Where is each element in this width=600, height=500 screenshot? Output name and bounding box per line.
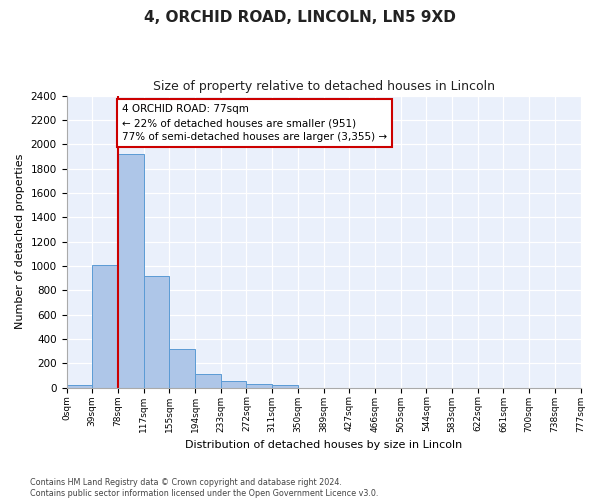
Bar: [143, 276, 169, 388]
Bar: [92, 264, 118, 388]
Bar: [247, 384, 272, 388]
X-axis label: Distribution of detached houses by size in Lincoln: Distribution of detached houses by size …: [185, 440, 462, 450]
Bar: [195, 374, 221, 388]
Bar: [118, 154, 143, 388]
Text: Contains HM Land Registry data © Crown copyright and database right 2024.
Contai: Contains HM Land Registry data © Crown c…: [30, 478, 379, 498]
Bar: [169, 350, 195, 388]
Y-axis label: Number of detached properties: Number of detached properties: [15, 154, 25, 330]
Text: 4 ORCHID ROAD: 77sqm
← 22% of detached houses are smaller (951)
77% of semi-deta: 4 ORCHID ROAD: 77sqm ← 22% of detached h…: [122, 104, 387, 142]
Bar: [67, 385, 92, 388]
Bar: [221, 381, 247, 388]
Title: Size of property relative to detached houses in Lincoln: Size of property relative to detached ho…: [152, 80, 494, 93]
Bar: [272, 385, 298, 388]
Text: 4, ORCHID ROAD, LINCOLN, LN5 9XD: 4, ORCHID ROAD, LINCOLN, LN5 9XD: [144, 10, 456, 25]
